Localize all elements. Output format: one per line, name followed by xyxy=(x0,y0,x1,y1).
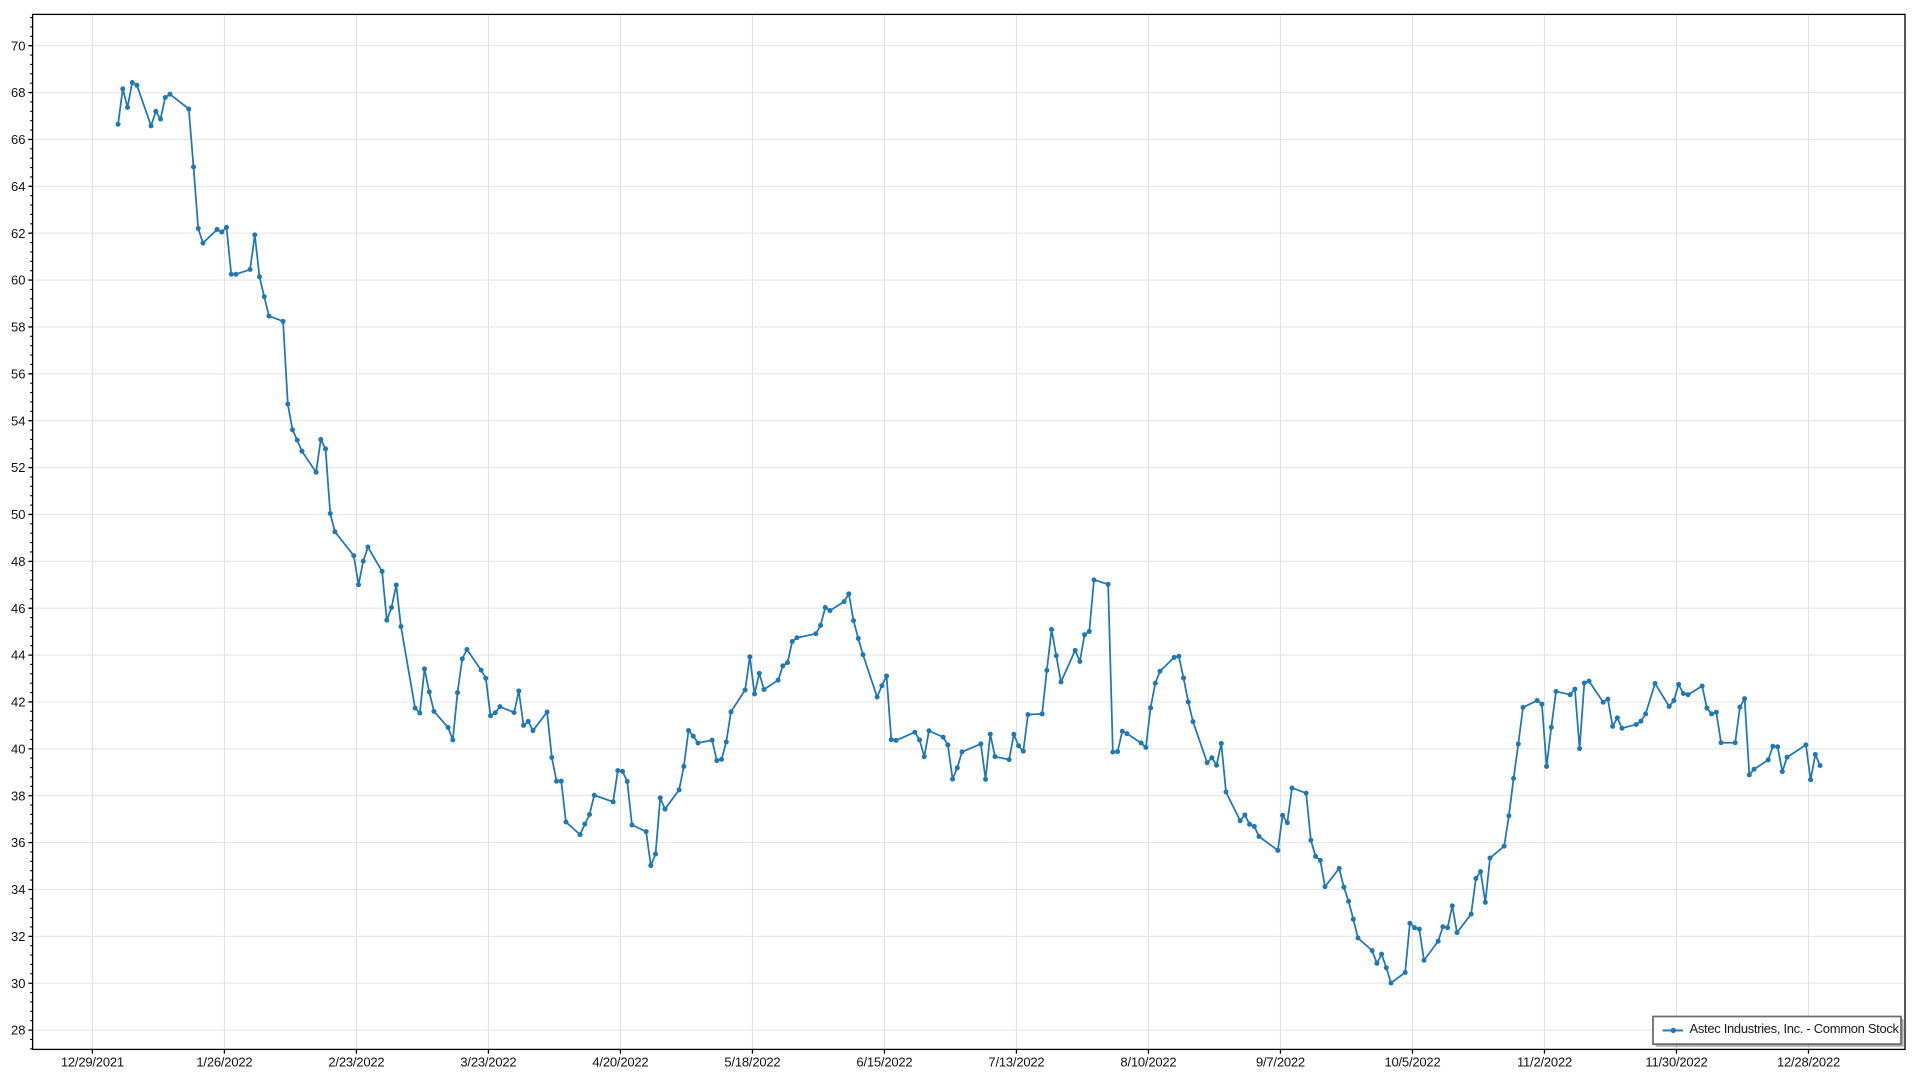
svg-text:40: 40 xyxy=(11,741,25,756)
svg-text:10/5/2022: 10/5/2022 xyxy=(1384,1055,1440,1070)
svg-text:36: 36 xyxy=(11,835,25,850)
svg-text:5/18/2022: 5/18/2022 xyxy=(724,1055,780,1070)
svg-text:4/20/2022: 4/20/2022 xyxy=(592,1055,648,1070)
svg-text:50: 50 xyxy=(11,507,25,522)
svg-text:48: 48 xyxy=(11,554,25,569)
svg-text:8/10/2022: 8/10/2022 xyxy=(1120,1055,1176,1070)
svg-text:2/23/2022: 2/23/2022 xyxy=(328,1055,384,1070)
svg-text:28: 28 xyxy=(11,1023,25,1038)
svg-text:44: 44 xyxy=(11,648,25,663)
svg-text:46: 46 xyxy=(11,601,25,616)
svg-text:54: 54 xyxy=(11,413,25,428)
svg-text:58: 58 xyxy=(11,320,25,335)
svg-text:30: 30 xyxy=(11,976,25,991)
svg-text:12/29/2021: 12/29/2021 xyxy=(61,1055,124,1070)
svg-text:12/28/2022: 12/28/2022 xyxy=(1777,1055,1840,1070)
svg-text:42: 42 xyxy=(11,695,25,710)
svg-text:64: 64 xyxy=(11,179,25,194)
svg-text:9/7/2022: 9/7/2022 xyxy=(1256,1055,1305,1070)
svg-text:11/30/2022: 11/30/2022 xyxy=(1645,1055,1707,1070)
svg-text:60: 60 xyxy=(11,273,25,288)
svg-text:3/23/2022: 3/23/2022 xyxy=(460,1055,516,1070)
svg-text:62: 62 xyxy=(11,226,25,241)
svg-text:Astec Industries, Inc. - Commo: Astec Industries, Inc. - Common Stock xyxy=(1690,1021,1900,1036)
svg-text:56: 56 xyxy=(11,366,25,381)
svg-text:1/26/2022: 1/26/2022 xyxy=(196,1055,252,1070)
svg-text:70: 70 xyxy=(11,38,25,53)
svg-text:11/2/2022: 11/2/2022 xyxy=(1517,1055,1572,1070)
svg-text:32: 32 xyxy=(11,929,25,944)
svg-text:66: 66 xyxy=(11,132,25,147)
svg-text:7/13/2022: 7/13/2022 xyxy=(988,1055,1044,1070)
svg-text:38: 38 xyxy=(11,788,25,803)
svg-text:6/15/2022: 6/15/2022 xyxy=(856,1055,912,1070)
svg-text:68: 68 xyxy=(11,85,25,100)
svg-text:34: 34 xyxy=(11,882,25,897)
svg-text:52: 52 xyxy=(11,460,25,475)
